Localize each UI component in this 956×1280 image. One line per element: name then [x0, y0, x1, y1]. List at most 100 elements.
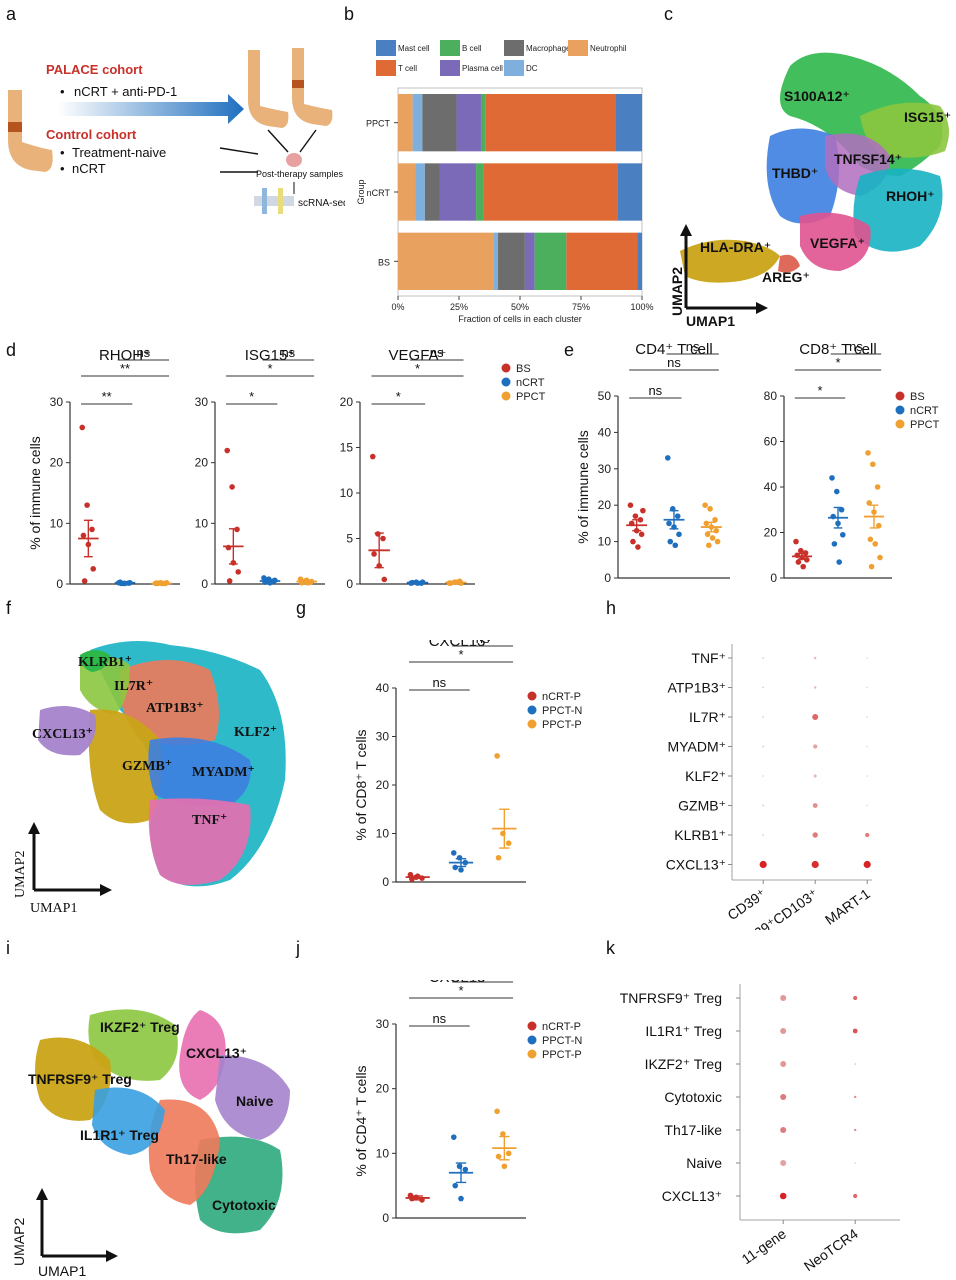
y-tick-label-g: 20 [376, 778, 390, 792]
x-tick-label: 50% [511, 302, 529, 312]
point-e1-PPCT [706, 542, 712, 549]
y-tick-label-e2: 60 [764, 435, 778, 449]
point-e1-PPCT [704, 531, 711, 538]
tumor-icon-right [292, 80, 304, 88]
scrnaseq-label: scRNA-seq [298, 198, 345, 209]
dotplot-dot-h [866, 686, 868, 689]
bar-PPCT-plasma-cell [456, 94, 481, 152]
legend-label-2: B cell [462, 44, 482, 53]
dotplot-dot-h [866, 804, 868, 807]
umap-axis-y-label-f: UMAP2 [13, 851, 28, 898]
umap-cluster-cxcl13 [38, 706, 96, 756]
umap-cluster-naive [215, 1055, 290, 1140]
y-tick-label-j: 10 [376, 1146, 390, 1160]
sig-label-e2: * [835, 355, 840, 370]
legend-label-PPCT: PPCT [910, 419, 940, 431]
point-e1-nCRT [667, 538, 674, 545]
point-e2-BS [804, 557, 810, 563]
bar-BS-t-cell [566, 232, 638, 290]
y-tick-label-e2: 40 [764, 480, 778, 494]
y-tick-label-e1: 50 [598, 389, 612, 403]
umap-cluster-myadm [148, 737, 251, 807]
control-item-2: nCRT [72, 161, 106, 176]
label-gzmb: GZMB⁺ [122, 759, 172, 774]
umap-cluster-atp1b3 [119, 660, 219, 745]
bar-BS-plasma-cell [524, 232, 535, 290]
label-vegfa: VEGFA⁺ [810, 235, 865, 251]
category-label-nCRT: nCRT [367, 188, 391, 198]
legend-dot-PPCT-P [527, 719, 537, 729]
umap-cluster-cytotoxic [195, 1136, 283, 1234]
esophagus-icon-right [292, 48, 333, 126]
panel-c-umap: S100A12⁺ ISG15⁺ TNFSF14⁺ THBD⁺ RHOH⁺ HLA… [669, 52, 951, 329]
sig-label-e2: * [817, 383, 822, 398]
legend-label-0: Mast cell [398, 44, 430, 53]
point-e2-PPCT [876, 522, 882, 529]
panel-letter-k: k [606, 938, 615, 958]
dotplot-row-label-k: TNFRSF9⁺ Treg [620, 990, 722, 1006]
chip-icon [254, 196, 294, 206]
dotplot-dot-h [814, 686, 817, 689]
legend-dot-PPCT-P [527, 1049, 537, 1059]
dotplot-dot-h [865, 832, 870, 838]
legend-swatch-2 [440, 40, 460, 56]
dotplot-dot-h [759, 860, 767, 869]
legend-label-1: T cell [398, 64, 417, 73]
label-cxcl13-i: CXCL13⁺ [186, 1045, 247, 1061]
point-d2-BS [226, 578, 233, 584]
umap-cluster-thbd [766, 128, 839, 224]
category-label-BS: BS [378, 257, 390, 267]
sig-label-j: * [458, 983, 463, 998]
point-g-PPCT-N [458, 867, 464, 873]
point-e2-nCRT [831, 541, 838, 547]
legend-swatch-1 [376, 60, 396, 76]
sig-label-e2: ns [849, 340, 863, 354]
label-tnf: TNF⁺ [192, 813, 227, 828]
dotplot-dot-k [852, 1028, 858, 1034]
label-th17: Th17-like [166, 1151, 227, 1167]
dotplot-dot-h [762, 775, 764, 777]
label-klrb1: KLRB1⁺ [78, 655, 132, 670]
point-e1-BS [640, 507, 646, 514]
panel-h-dotplot: TNF⁺ ATP1B3⁺ IL7R⁺ MYADM⁺ KLF2⁺ GZMB⁺ KLRB1⁺ CX… [666, 644, 873, 930]
sig-label-d3: * [415, 361, 420, 376]
legend-label-BS: BS [516, 363, 531, 375]
dotplot-dot-h [762, 745, 765, 748]
y-tick-label-d2: 20 [195, 456, 209, 470]
dotplot-row-label-h: CXCL13⁺ [666, 857, 726, 873]
point-j-PPCT-N [452, 1182, 459, 1189]
y-tick-label-e2: 20 [764, 526, 778, 540]
umap-cluster-cxcl13-i [179, 1010, 226, 1100]
bar-BS-dc [493, 232, 499, 290]
point-e1-PPCT [709, 535, 716, 541]
dotplot-row-label-k: Naive [686, 1155, 722, 1171]
point-e2-PPCT [870, 461, 876, 468]
label-ikzf2: IKZF2⁺ Treg [100, 1019, 180, 1035]
chart-title-g: CXCL13⁺ [429, 640, 494, 650]
legend-label-nCRT-P: nCRT-P [542, 691, 581, 703]
dotplot-dot-k [854, 1162, 856, 1164]
legend-swatch-0 [376, 40, 396, 56]
y-tick-label-d1: 20 [50, 456, 64, 470]
point-d2-BS [224, 447, 231, 454]
point-e2-PPCT [867, 536, 874, 543]
dotplot-row-label-k: IL1R1⁺ Treg [645, 1023, 722, 1039]
point-e2-PPCT [868, 563, 875, 570]
post-therapy-label: Post-therapy samples [256, 169, 344, 179]
dotplot-dot-h [813, 744, 818, 749]
point-e2-BS [800, 563, 806, 570]
legend-label-6: Neutrophil [590, 44, 627, 53]
point-e2-PPCT [874, 484, 881, 490]
point-e1-nCRT [664, 455, 671, 461]
point-d3-BS [371, 551, 377, 557]
point-d3-BS [380, 535, 386, 542]
y-tick-label-d3: 5 [346, 532, 353, 546]
legend-swatch-3 [440, 60, 460, 76]
y-tick-label-e2: 0 [770, 571, 777, 585]
dotplot-dot-h [866, 657, 868, 659]
point-e2-nCRT [834, 488, 840, 495]
legend-label-nCRT: nCRT [910, 405, 939, 417]
arrow-line-2 [299, 129, 317, 153]
legend-dot-nCRT-P [527, 691, 537, 701]
dotplot-row-label-k: Cytotoxic [664, 1089, 722, 1105]
